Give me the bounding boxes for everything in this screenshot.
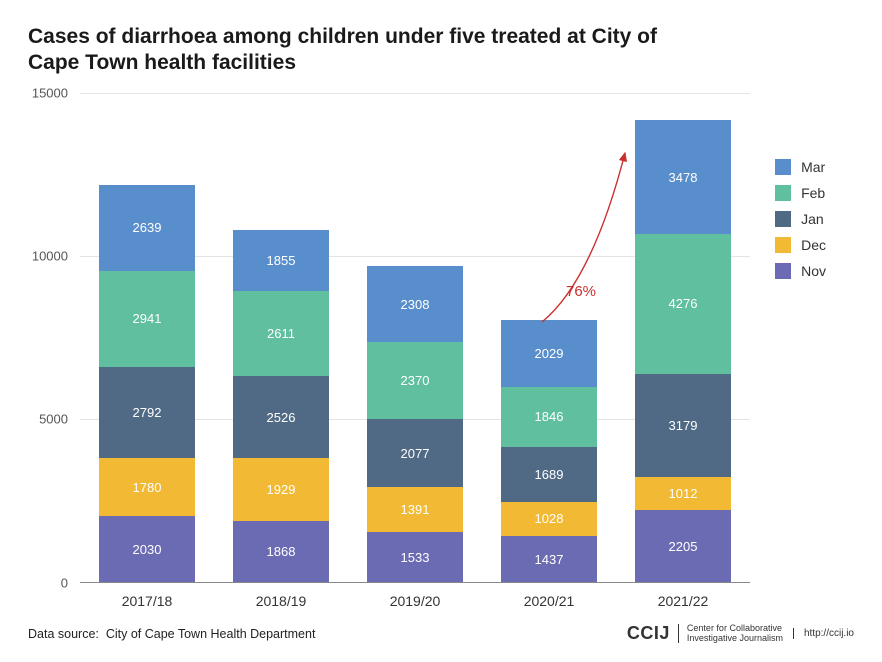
annotation-label: 76% [566,283,596,300]
legend-label: Feb [801,185,825,201]
brand: CCIJ Center for Collaborative Investigat… [627,623,854,644]
legend-swatch [775,211,791,227]
chart-area: 050001000015000 203017802792294126392017… [28,87,854,598]
y-tick-label: 10000 [32,248,68,263]
y-tick-label: 15000 [32,85,68,100]
legend-swatch [775,237,791,253]
x-tick-label: 2019/20 [367,593,463,609]
brand-sub-line2: Investigative Journalism [687,634,783,643]
legend-label: Mar [801,159,825,175]
legend: Mar Feb Jan Dec Nov [775,159,826,289]
y-tick-label: 0 [61,575,68,590]
legend-item: Jan [775,211,826,227]
x-tick-label: 2021/22 [635,593,731,609]
legend-item: Dec [775,237,826,253]
y-tick-label: 5000 [39,412,68,427]
brand-mark: CCIJ [627,623,670,644]
x-tick-label: 2018/19 [233,593,329,609]
legend-swatch [775,159,791,175]
legend-item: Feb [775,185,826,201]
brand-subtitle: Center for Collaborative Investigative J… [678,624,783,643]
x-tick-label: 2017/18 [99,593,195,609]
plot-area: 050001000015000 203017802792294126392017… [80,93,750,583]
legend-swatch [775,185,791,201]
legend-label: Jan [801,211,824,227]
footer: Data source: City of Cape Town Health De… [28,623,854,644]
legend-item: Mar [775,159,826,175]
annotation-arrow [80,93,750,583]
data-source: Data source: City of Cape Town Health De… [28,627,315,641]
chart-title: Cases of diarrhoea among children under … [28,24,708,77]
legend-label: Dec [801,237,826,253]
brand-url: http://ccij.io [793,628,854,639]
legend-item: Nov [775,263,826,279]
source-label: Data source: [28,627,99,641]
source-text: City of Cape Town Health Department [106,627,316,641]
legend-swatch [775,263,791,279]
x-tick-label: 2020/21 [501,593,597,609]
legend-label: Nov [801,263,826,279]
